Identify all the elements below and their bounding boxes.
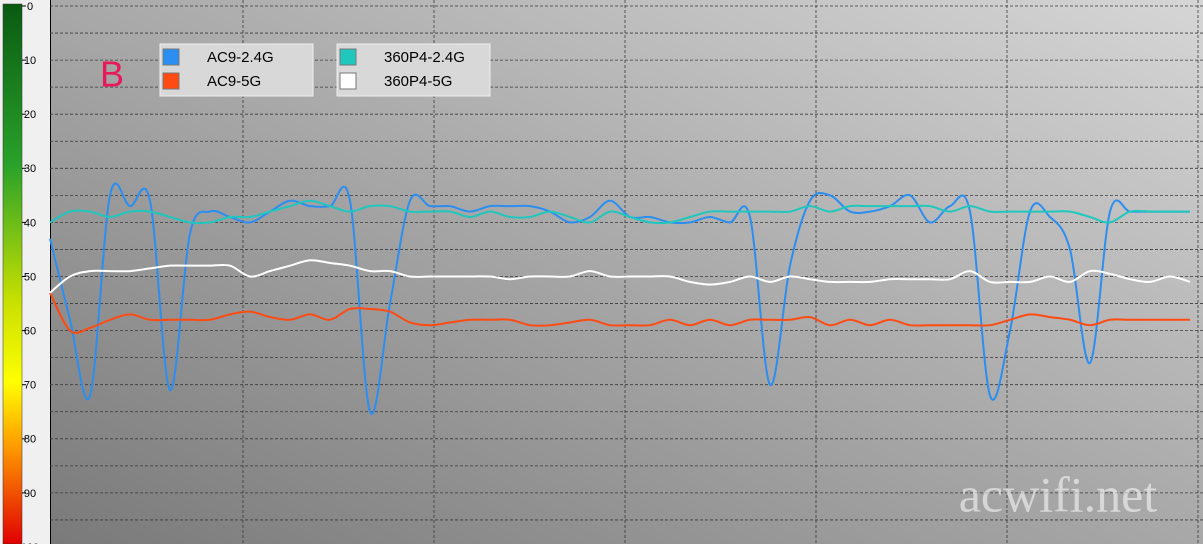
watermark: acwifi.net — [959, 466, 1158, 522]
y-tick-label: 0 — [27, 1, 33, 13]
y-tick-label: 10 — [24, 55, 36, 67]
y-tick-label: 20 — [24, 109, 36, 121]
legend-swatch — [339, 72, 357, 90]
legend-label: AC9-5G — [207, 73, 261, 90]
legend-label: AC9-2.4G — [207, 49, 274, 66]
legend-box — [159, 43, 314, 97]
legend-swatch — [162, 48, 180, 66]
legend-label: 360P4-2.4G — [384, 49, 465, 66]
color-scale — [2, 3, 23, 544]
y-tick-label: 50 — [24, 271, 36, 283]
series-line — [49, 199, 1190, 225]
y-tick-label: 60 — [24, 326, 36, 338]
legend-box — [336, 43, 491, 97]
legend: AC9-2.4G AC9-5G 360P4-2.4G 360P4-5G — [159, 43, 491, 97]
y-tick-label: 70 — [24, 380, 36, 392]
legend-swatch — [162, 72, 180, 90]
y-tick-label: 90 — [24, 488, 36, 500]
lines — [49, 182, 1191, 415]
y-tick-label: 30 — [24, 163, 36, 175]
legend-swatch — [339, 48, 357, 66]
series-line — [49, 259, 1191, 294]
annotation: B — [100, 54, 124, 95]
series-line — [49, 292, 1190, 334]
y-tick-label: 80 — [24, 434, 36, 446]
y-tick-label: 40 — [24, 217, 36, 229]
series-line — [49, 182, 1190, 415]
y-tick-label: 100 — [21, 542, 39, 544]
legend-label: 360P4-5G — [384, 73, 452, 90]
